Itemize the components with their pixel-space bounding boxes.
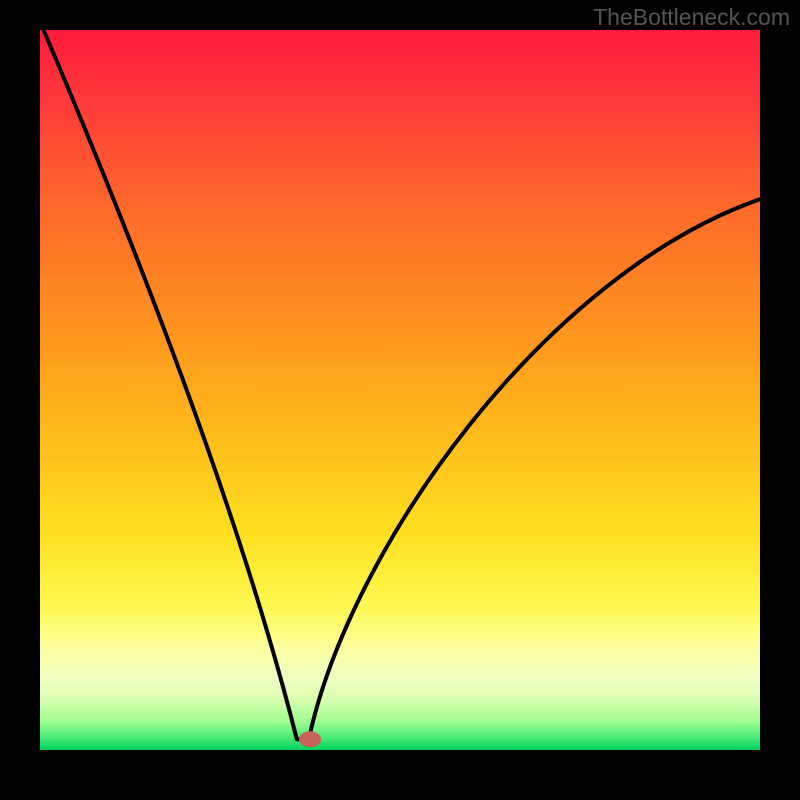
chart-container: TheBottleneck.com [0, 0, 800, 800]
chart-svg [0, 0, 800, 800]
watermark-text: TheBottleneck.com [593, 4, 790, 31]
plot-background [40, 30, 760, 750]
optimal-marker [299, 731, 321, 747]
